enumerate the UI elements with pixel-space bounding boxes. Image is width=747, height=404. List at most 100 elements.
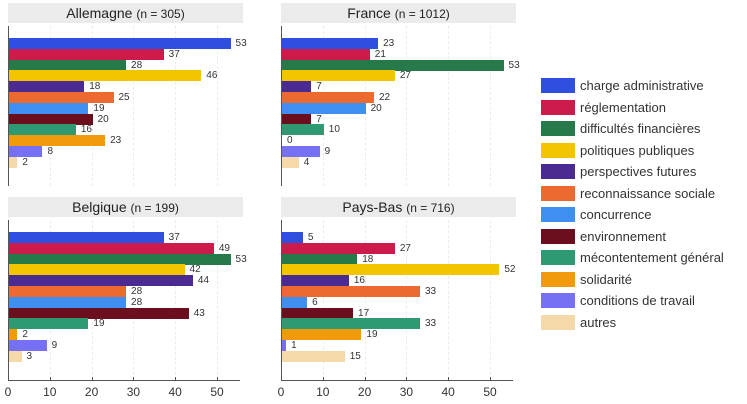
legend-item: politiques publiques: [541, 140, 724, 162]
value-label: 15: [349, 350, 361, 362]
x-tick-label: 20: [84, 385, 99, 399]
value-label: 18: [89, 81, 101, 93]
bar: [9, 329, 18, 341]
x-tick-label: 30: [399, 385, 414, 399]
legend-item: réglementation: [541, 97, 724, 119]
bar: [282, 92, 374, 103]
bar: [9, 242, 214, 254]
bar: [9, 275, 193, 287]
bar: [9, 232, 164, 243]
legend-swatch: [541, 250, 575, 266]
bar: [9, 48, 164, 60]
x-tick: [91, 377, 93, 381]
value-label: 7: [316, 81, 322, 93]
x-tick: [49, 377, 51, 381]
bar: [282, 102, 366, 114]
panel-pays-bas: Pays-Bas (n = 716) 5 27 18 52 16 33 6 17 33 19 1 15…: [273, 194, 533, 404]
sample-size-label: (n = 716): [406, 201, 455, 215]
bar: [282, 124, 324, 136]
legend-item: reconnaissance sociale: [541, 183, 724, 205]
x-tick-label: 10: [316, 385, 330, 399]
legend-label: charge administrative: [580, 78, 704, 94]
bar: [282, 48, 370, 60]
x-tick: [364, 377, 366, 381]
x-tick-label: 0: [277, 385, 285, 399]
value-label: 33: [424, 286, 437, 297]
gridline: [490, 220, 491, 380]
value-label: 28: [131, 59, 143, 71]
bar: [9, 146, 43, 157]
legend-label: perspectives futures: [580, 164, 697, 180]
bar: [9, 59, 127, 71]
value-label: 2: [22, 156, 28, 168]
bar: [9, 135, 106, 147]
y-axis-line: [8, 26, 9, 186]
value-label: 42: [189, 264, 201, 276]
legend-label: réglementation: [580, 99, 666, 115]
value-label: 2: [22, 329, 28, 341]
legend-label: politiques publiques: [580, 142, 695, 158]
legend-item: solidarité: [541, 269, 724, 291]
bar: [282, 318, 420, 330]
legend-label: conditions de travail: [580, 293, 695, 309]
gridline: [322, 220, 324, 380]
legend-swatch: [541, 185, 575, 201]
legend-label: autres: [580, 314, 617, 330]
plot-area: 37 49 53 42 44 28 28 43 19 2 9 3 0 10 20 30 40 50: [5, 220, 248, 399]
value-label: 5: [307, 232, 314, 243]
country-label: Belgique: [72, 199, 127, 215]
legend-label: concurrence: [580, 207, 652, 223]
value-label: 19: [366, 329, 378, 341]
panel-title: Belgique (n = 199): [8, 197, 243, 217]
bar: [9, 113, 93, 125]
sample-size-label: (n = 199): [130, 201, 179, 215]
bar: [9, 81, 85, 93]
value-label: 53: [508, 59, 520, 71]
panel-title: Allemagne (n = 305): [8, 3, 243, 23]
x-tick: [406, 377, 408, 381]
bar: [282, 113, 312, 125]
legend: charge administrative réglementation dif…: [541, 75, 724, 333]
bar: [282, 146, 320, 157]
value-label: 21: [374, 48, 386, 60]
country-label: Pays-Bas: [342, 199, 403, 215]
legend-swatch: [541, 271, 575, 287]
legend-label: environnement: [580, 228, 666, 244]
bar: [9, 296, 127, 308]
x-tick: [133, 377, 135, 381]
value-label: 49: [218, 242, 230, 254]
value-label: 43: [193, 307, 205, 319]
country-label: Allemagne: [66, 5, 133, 21]
gridline: [175, 220, 177, 380]
legend-swatch: [541, 228, 575, 244]
plot-area: 53 37 28 46 18 25 19 20 16 23 8 2: [8, 26, 248, 186]
legend-item: difficultés financières: [541, 118, 724, 140]
legend-swatch: [541, 99, 575, 115]
legend-item: charge administrative: [541, 75, 724, 97]
bar: [282, 59, 504, 71]
bar: [9, 307, 189, 319]
value-label: 25: [118, 92, 130, 103]
bar: [282, 350, 345, 362]
value-label: 0: [287, 135, 293, 147]
x-tick-label: 30: [126, 385, 141, 399]
value-label: 33: [424, 318, 437, 330]
plot-area: 23 21 53 27 7 22 20 7 10 0 9 4: [281, 26, 521, 186]
value-label: 44: [197, 275, 210, 287]
value-label: 28: [131, 286, 143, 297]
value-label: 22: [378, 92, 391, 103]
gridline: [133, 220, 135, 380]
gridline: [364, 220, 366, 380]
value-label: 37: [168, 48, 180, 60]
value-label: 17: [358, 307, 370, 319]
legend-swatch: [541, 164, 575, 180]
value-label: 8: [47, 146, 53, 157]
panel-france: France (n = 1012) 23 21 53 27 7 22 20 7 10 0 9 4: [273, 0, 533, 195]
x-tick-label: 50: [210, 385, 224, 399]
x-axis-line: [281, 380, 513, 381]
value-label: 16: [353, 275, 365, 287]
bar: [282, 81, 312, 93]
bar: [9, 38, 231, 49]
legend-label: difficultés financières: [580, 121, 701, 137]
value-label: 46: [206, 70, 218, 82]
